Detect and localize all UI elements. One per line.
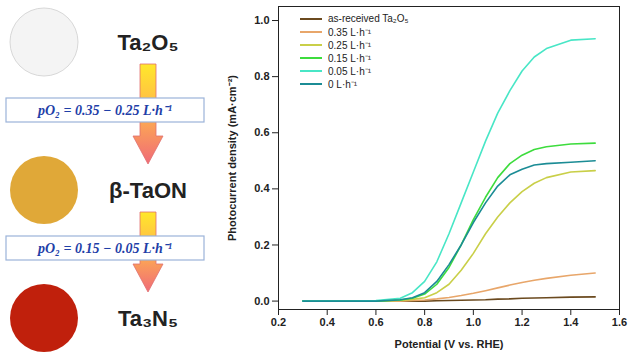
svg-text:1.6: 1.6 <box>612 316 627 328</box>
svg-text:1.2: 1.2 <box>514 316 529 328</box>
html-text:0.25 L·h⁻¹: 0.25 L·h⁻¹ <box>328 39 371 51</box>
svg-text:pO₂ = 0.35 − 0.25 L·h⁻¹: pO₂ = 0.35 − 0.25 L·h⁻¹ <box>37 103 172 118</box>
html-text:0 L·h⁻¹: 0 L·h⁻¹ <box>328 78 358 90</box>
svg-text:0.8: 0.8 <box>254 70 269 82</box>
svg-text:0.6: 0.6 <box>254 126 269 138</box>
svg-text:0.4: 0.4 <box>320 316 336 328</box>
html-text:0.05 L·h⁻¹: 0.05 L·h⁻¹ <box>328 65 371 77</box>
html-text:as-received Ta₂O₅: as-received Ta₂O₅ <box>328 13 409 24</box>
html-text:0.35 L·h⁻¹: 0.35 L·h⁻¹ <box>328 26 371 38</box>
svg-text:0.4: 0.4 <box>254 182 270 194</box>
svg-text:pO₂ = 0.15 − 0.05 L·h⁻¹: pO₂ = 0.15 − 0.05 L·h⁻¹ <box>37 241 172 256</box>
svg-text:1.0: 1.0 <box>254 14 269 26</box>
svg-text:1.0: 1.0 <box>466 316 481 328</box>
svg-text:Potential (V vs. RHE): Potential (V vs. RHE) <box>395 338 504 350</box>
svg-text:1.4: 1.4 <box>563 316 579 328</box>
svg-text:0.2: 0.2 <box>254 238 269 250</box>
svg-text:0.8: 0.8 <box>417 316 432 328</box>
svg-text:Photocurrent density (mA·cm⁻²): Photocurrent density (mA·cm⁻²) <box>226 75 238 241</box>
svg-text:Ta₃N₅: Ta₃N₅ <box>118 306 178 331</box>
svg-text:Ta₂O₅: Ta₂O₅ <box>117 30 178 55</box>
svg-text:0.6: 0.6 <box>368 316 383 328</box>
svg-text:0.2: 0.2 <box>271 316 286 328</box>
html-text:0.15 L·h⁻¹: 0.15 L·h⁻¹ <box>328 52 371 64</box>
svg-text:0.0: 0.0 <box>254 295 269 307</box>
svg-text:β-TaON: β-TaON <box>109 178 187 203</box>
